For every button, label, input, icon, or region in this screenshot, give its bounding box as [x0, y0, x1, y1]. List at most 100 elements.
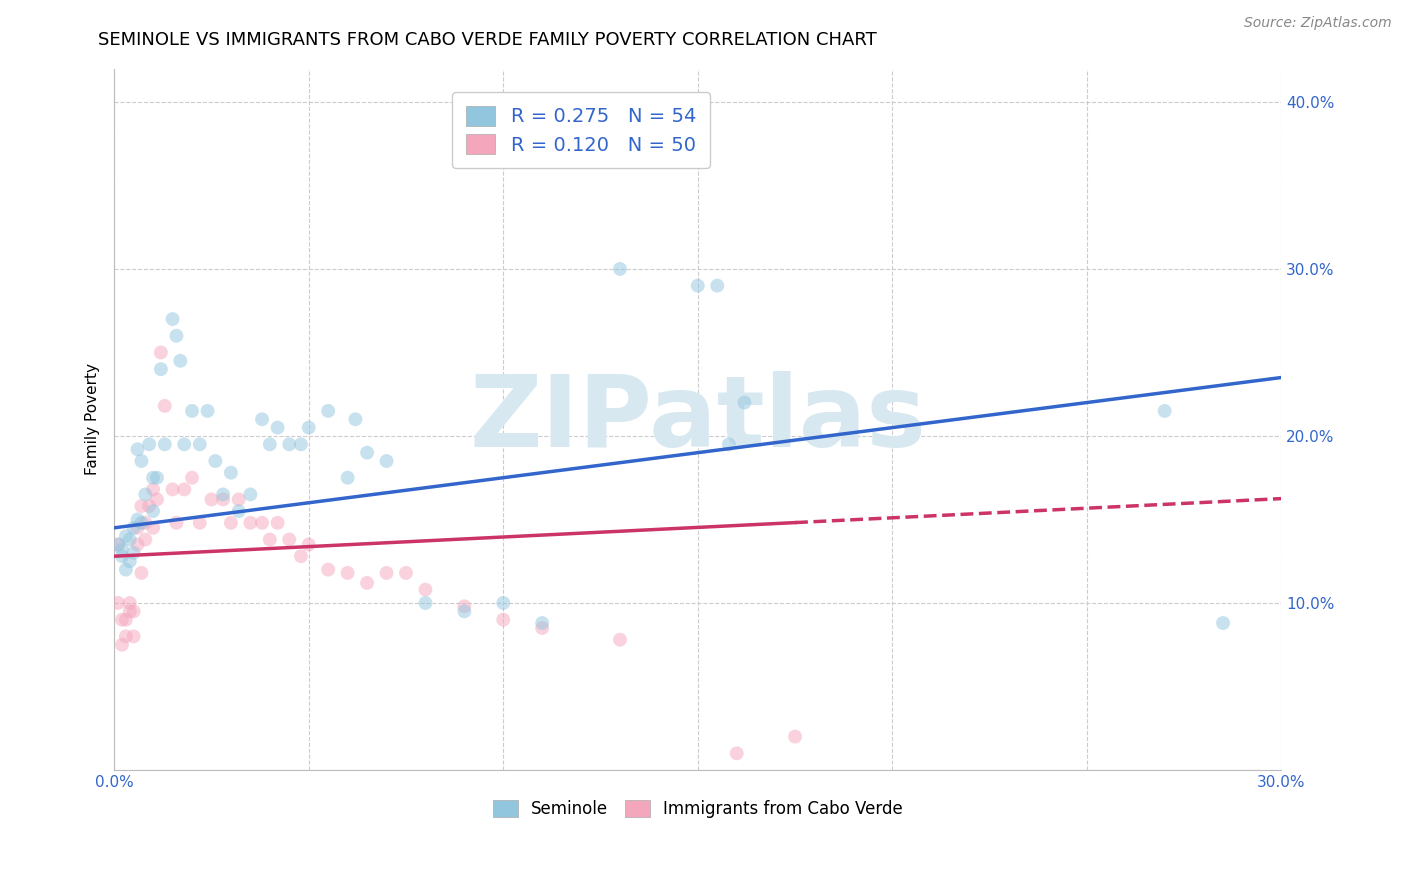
Point — [278, 437, 301, 451]
Point — [142, 483, 165, 497]
Point — [239, 516, 262, 530]
Point — [219, 466, 242, 480]
Point — [115, 629, 138, 643]
Point — [204, 454, 226, 468]
Point — [250, 412, 273, 426]
Point — [142, 504, 165, 518]
Point — [706, 278, 728, 293]
Point — [115, 613, 138, 627]
Point — [107, 537, 129, 551]
Point — [266, 516, 288, 530]
Point — [609, 262, 631, 277]
Point — [686, 278, 709, 293]
Text: Source: ZipAtlas.com: Source: ZipAtlas.com — [1244, 16, 1392, 30]
Point — [344, 412, 367, 426]
Point — [122, 629, 145, 643]
Point — [453, 604, 475, 618]
Point — [118, 604, 141, 618]
Point — [266, 420, 288, 434]
Point — [149, 362, 172, 376]
Point — [725, 747, 748, 761]
Point — [173, 483, 195, 497]
Point — [118, 533, 141, 547]
Point — [415, 596, 437, 610]
Point — [111, 549, 134, 564]
Text: SEMINOLE VS IMMIGRANTS FROM CABO VERDE FAMILY POVERTY CORRELATION CHART: SEMINOLE VS IMMIGRANTS FROM CABO VERDE F… — [98, 31, 877, 49]
Point — [290, 437, 312, 451]
Point — [107, 537, 129, 551]
Point — [131, 499, 153, 513]
Point — [146, 471, 169, 485]
Point — [212, 487, 235, 501]
Point — [173, 437, 195, 451]
Point — [717, 437, 740, 451]
Point — [149, 345, 172, 359]
Point — [134, 533, 156, 547]
Point — [122, 546, 145, 560]
Point — [395, 566, 418, 580]
Point — [131, 566, 153, 580]
Point — [111, 638, 134, 652]
Point — [118, 554, 141, 568]
Point — [259, 533, 281, 547]
Point — [228, 504, 250, 518]
Point — [415, 582, 437, 597]
Point — [783, 730, 806, 744]
Point — [127, 537, 149, 551]
Point — [146, 492, 169, 507]
Point — [165, 328, 187, 343]
Point — [609, 632, 631, 647]
Point — [127, 521, 149, 535]
Point — [122, 521, 145, 535]
Point — [316, 563, 339, 577]
Point — [290, 549, 312, 564]
Point — [169, 353, 191, 368]
Point — [492, 596, 515, 610]
Point — [298, 537, 321, 551]
Point — [138, 499, 160, 513]
Point — [181, 471, 204, 485]
Point — [197, 404, 219, 418]
Point — [111, 542, 134, 557]
Point — [278, 533, 301, 547]
Point — [316, 404, 339, 418]
Point — [122, 604, 145, 618]
Point — [107, 596, 129, 610]
Point — [134, 487, 156, 501]
Point — [375, 566, 398, 580]
Point — [162, 483, 184, 497]
Legend: Seminole, Immigrants from Cabo Verde: Seminole, Immigrants from Cabo Verde — [486, 793, 910, 825]
Point — [115, 563, 138, 577]
Point — [336, 566, 359, 580]
Point — [259, 437, 281, 451]
Point — [111, 613, 134, 627]
Point — [131, 516, 153, 530]
Point — [531, 621, 554, 635]
Point — [453, 599, 475, 614]
Point — [153, 437, 176, 451]
Point — [134, 516, 156, 530]
Point — [356, 576, 378, 591]
Point — [298, 420, 321, 434]
Point — [127, 512, 149, 526]
Y-axis label: Family Poverty: Family Poverty — [86, 363, 100, 475]
Point — [118, 596, 141, 610]
Point — [250, 516, 273, 530]
Point — [531, 615, 554, 630]
Point — [188, 516, 211, 530]
Point — [153, 399, 176, 413]
Point — [336, 471, 359, 485]
Point — [165, 516, 187, 530]
Point — [115, 529, 138, 543]
Point — [138, 437, 160, 451]
Point — [200, 492, 222, 507]
Point — [356, 445, 378, 459]
Point — [181, 404, 204, 418]
Point — [142, 471, 165, 485]
Point — [492, 613, 515, 627]
Point — [127, 442, 149, 457]
Text: ZIPatlas: ZIPatlas — [470, 371, 927, 467]
Point — [162, 312, 184, 326]
Point — [239, 487, 262, 501]
Point — [375, 454, 398, 468]
